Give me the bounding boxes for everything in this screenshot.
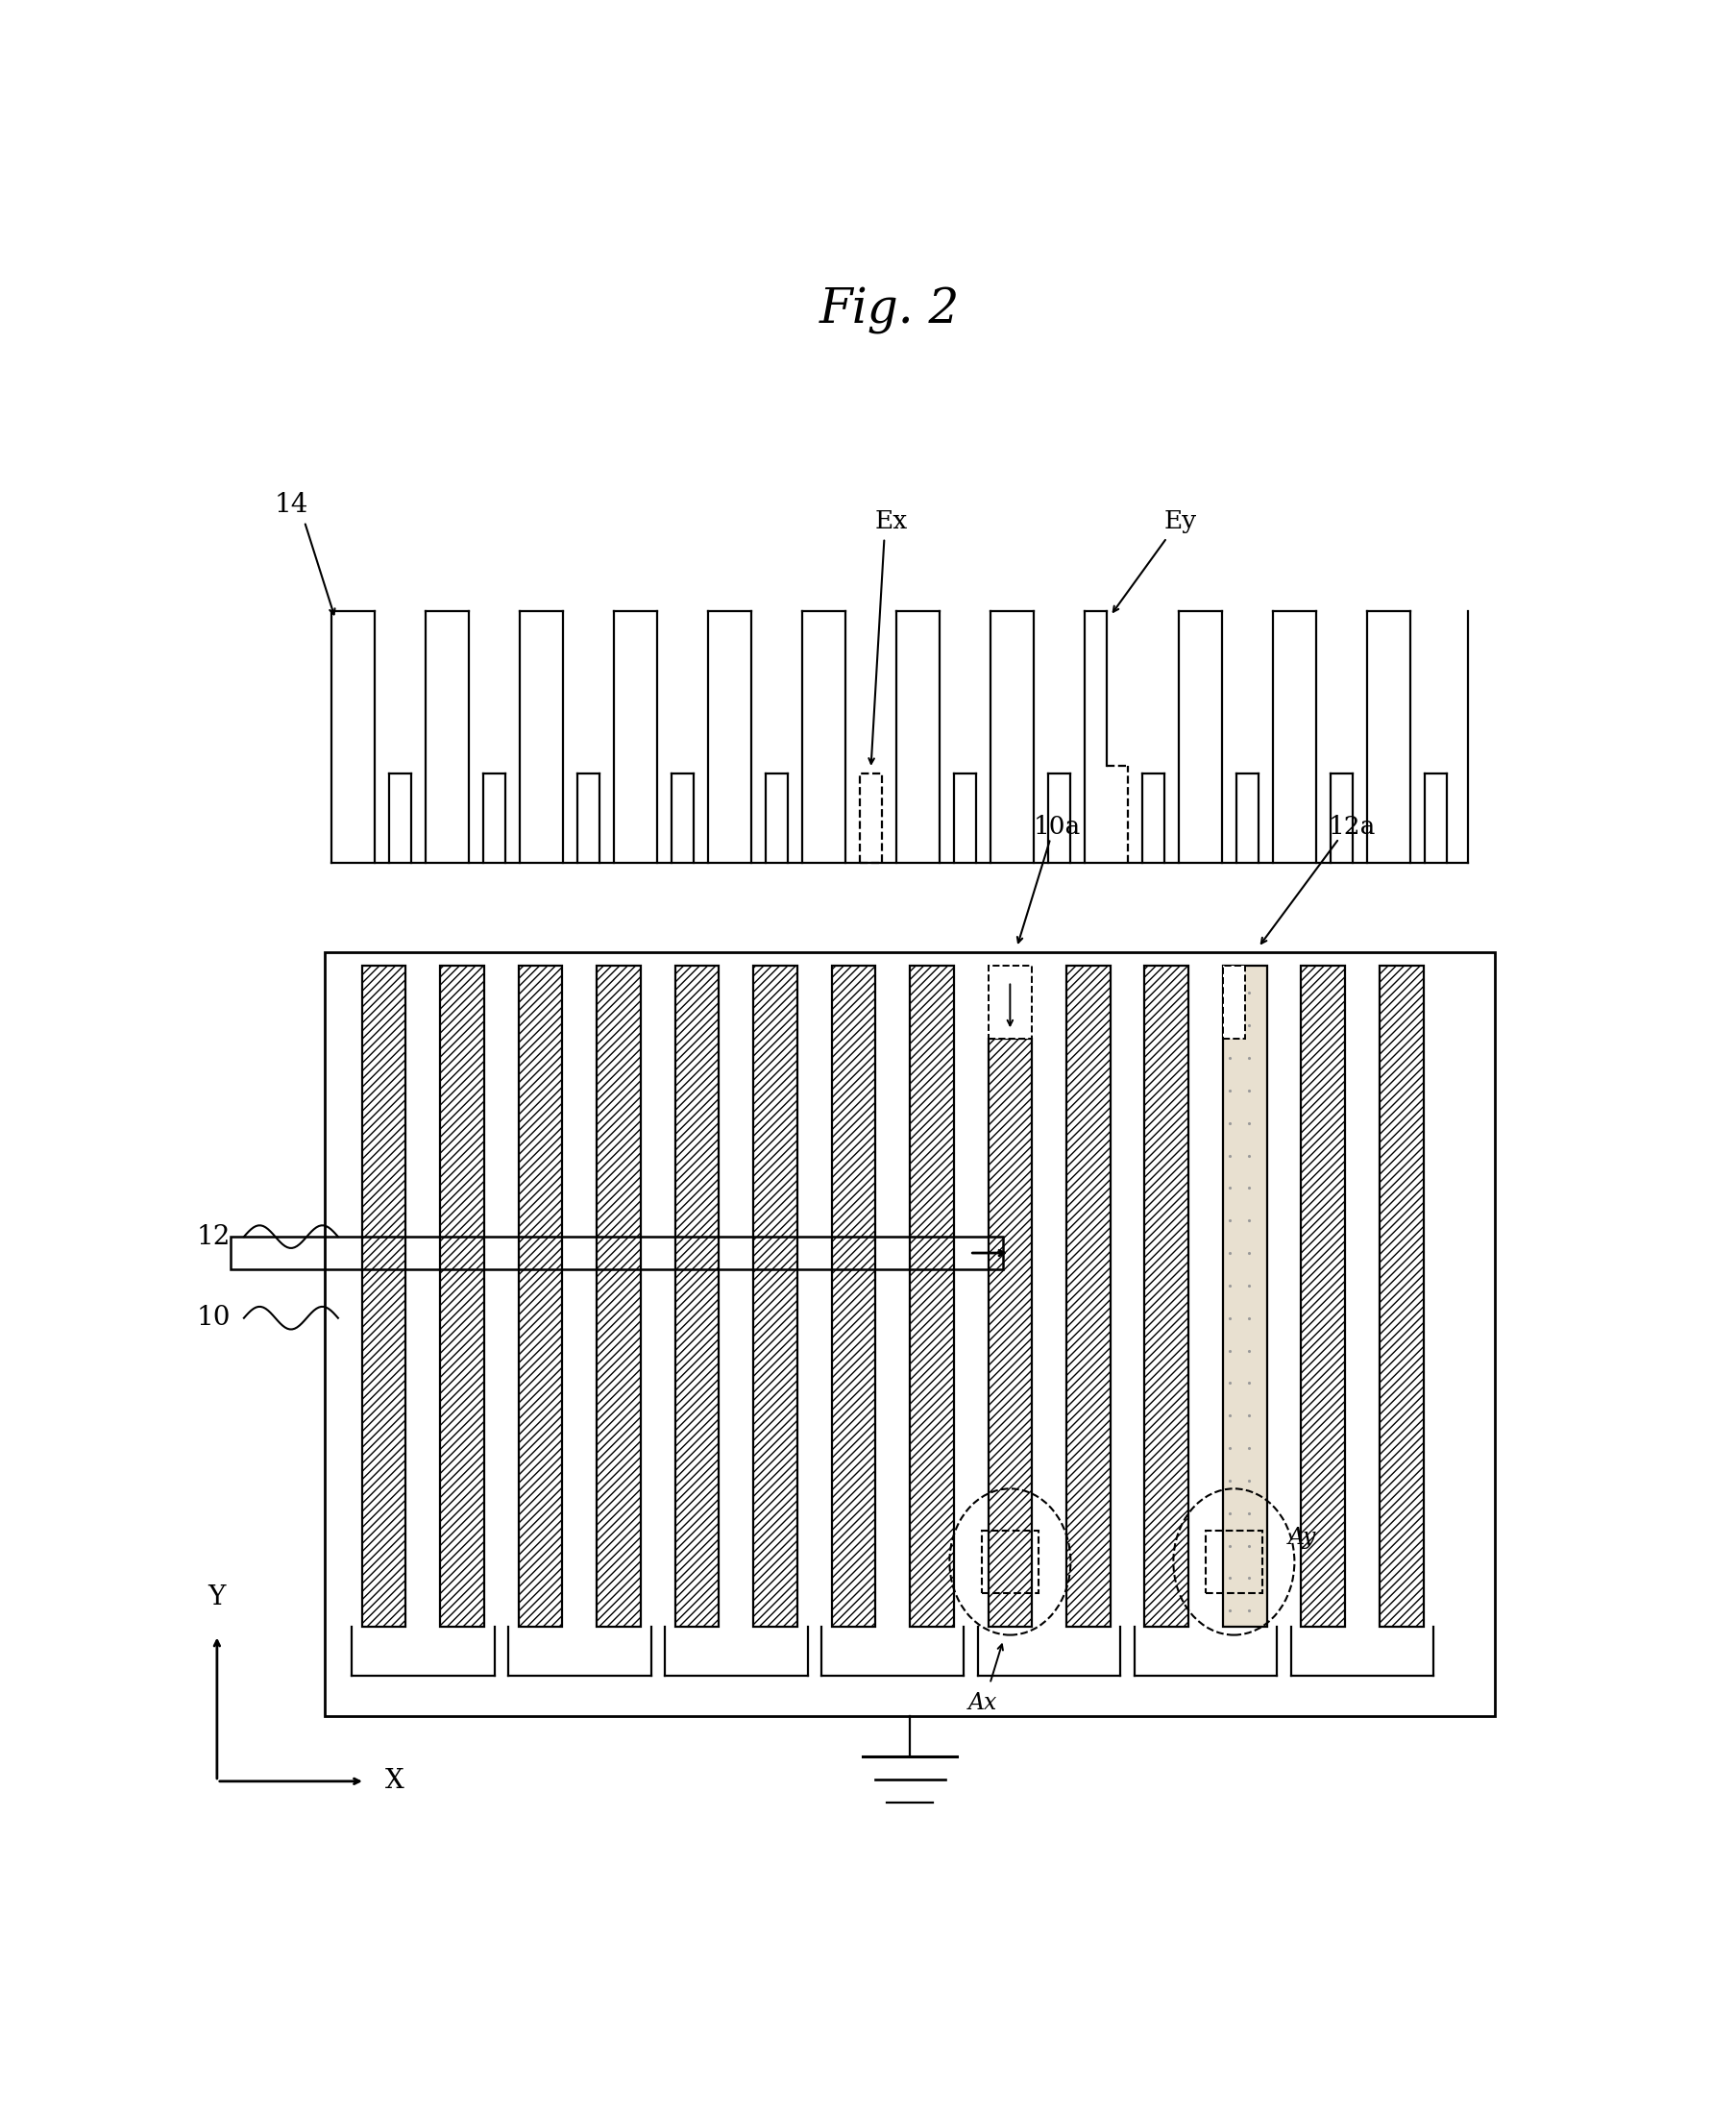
Text: Fig. 2: Fig. 2 [819, 287, 960, 334]
Bar [988, 1039, 1031, 1628]
Bar [753, 965, 797, 1628]
Bar [1380, 965, 1424, 1628]
Text: Ax: Ax [969, 1691, 998, 1714]
Bar [1222, 965, 1267, 1628]
Bar [988, 965, 1031, 1039]
Bar [519, 965, 562, 1628]
Text: 14: 14 [274, 492, 307, 517]
Bar [1144, 965, 1189, 1628]
Bar [325, 952, 1495, 1716]
Bar [597, 965, 641, 1628]
Text: 12: 12 [196, 1224, 231, 1250]
Bar [1302, 965, 1345, 1628]
Bar [231, 1237, 1003, 1269]
Bar [832, 965, 875, 1628]
Text: X: X [385, 1769, 404, 1794]
Bar [441, 965, 484, 1628]
Text: Ay: Ay [1288, 1526, 1316, 1549]
Bar [859, 773, 882, 863]
Bar [1205, 1530, 1262, 1592]
Bar [1222, 965, 1245, 1039]
Text: 10a: 10a [1033, 815, 1082, 838]
Text: Ey: Ey [1163, 509, 1196, 534]
Text: 10: 10 [196, 1305, 231, 1330]
Bar [675, 965, 719, 1628]
Bar [981, 1530, 1038, 1592]
Text: 12a: 12a [1328, 815, 1377, 838]
Bar [910, 965, 953, 1628]
Text: Ex: Ex [875, 509, 908, 534]
Bar [1066, 965, 1111, 1628]
Bar [363, 965, 406, 1628]
Text: Y: Y [208, 1585, 226, 1611]
